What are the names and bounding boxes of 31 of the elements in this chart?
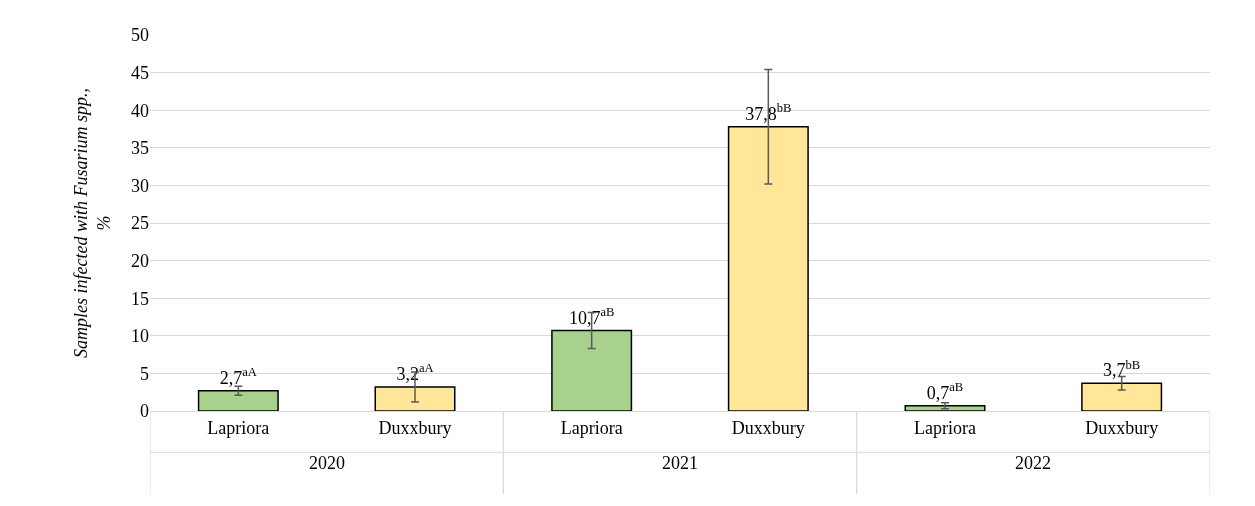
x-tick-label: Duxxbury bbox=[1085, 417, 1159, 438]
x-tick-label: Duxxbury bbox=[731, 417, 805, 438]
bar bbox=[197, 389, 279, 411]
data-label: 2,7$^{aA}$ bbox=[219, 365, 257, 388]
y-tick-label: 30 bbox=[131, 175, 149, 196]
bar bbox=[904, 404, 986, 411]
data-label: 3,7$^{bB}$ bbox=[1103, 357, 1141, 381]
x-tick-label: Lapriora bbox=[560, 417, 623, 438]
y-tick-label: 10 bbox=[131, 326, 149, 347]
data-label: 3,2$^{aA}$ bbox=[396, 361, 434, 384]
data-label: 0,7$^{aB}$ bbox=[926, 380, 964, 403]
x-tick-label: Lapriora bbox=[207, 417, 270, 438]
y-tick-label: 0 bbox=[140, 401, 149, 422]
text: 2020 bbox=[309, 453, 345, 473]
y-tick-label: 5 bbox=[140, 363, 149, 384]
bar bbox=[727, 125, 809, 411]
bar bbox=[551, 329, 633, 411]
y-tick-label: 35 bbox=[131, 138, 149, 159]
x-tick-label: Lapriora bbox=[914, 417, 976, 438]
bar bbox=[374, 386, 456, 411]
y-tick-label: 45 bbox=[131, 62, 149, 83]
y-tick-label: 25 bbox=[131, 213, 149, 234]
text: 2022 bbox=[1015, 453, 1051, 473]
text: 2021 bbox=[662, 453, 698, 473]
y-tick-label: 40 bbox=[131, 100, 149, 121]
y-tick-label: 15 bbox=[131, 288, 149, 309]
x-tick-label: Duxxbury bbox=[378, 417, 452, 438]
y-axis-title: Samples infected with Fusarium spp., % bbox=[70, 88, 115, 358]
y-tick-label: 50 bbox=[131, 25, 149, 46]
y-tick-label: 20 bbox=[131, 250, 149, 271]
bar bbox=[1081, 382, 1163, 411]
